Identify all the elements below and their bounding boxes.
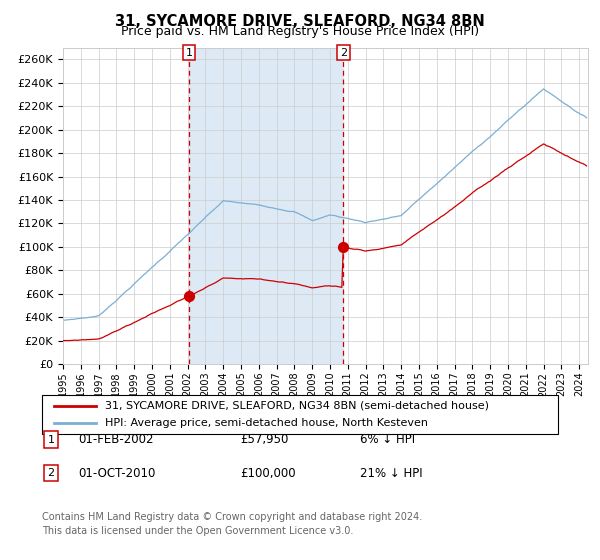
- Text: HPI: Average price, semi-detached house, North Kesteven: HPI: Average price, semi-detached house,…: [105, 418, 428, 428]
- Text: £100,000: £100,000: [240, 466, 296, 480]
- Text: £57,950: £57,950: [240, 433, 289, 446]
- Text: Contains HM Land Registry data © Crown copyright and database right 2024.: Contains HM Land Registry data © Crown c…: [42, 512, 422, 522]
- Text: 1: 1: [185, 48, 193, 58]
- Text: 01-FEB-2002: 01-FEB-2002: [78, 433, 154, 446]
- Text: Price paid vs. HM Land Registry's House Price Index (HPI): Price paid vs. HM Land Registry's House …: [121, 25, 479, 38]
- Bar: [189, 48, 343, 364]
- Text: 31, SYCAMORE DRIVE, SLEAFORD, NG34 8BN: 31, SYCAMORE DRIVE, SLEAFORD, NG34 8BN: [115, 14, 485, 29]
- Text: 1: 1: [47, 435, 55, 445]
- Point: [338, 242, 348, 251]
- Text: 6% ↓ HPI: 6% ↓ HPI: [360, 433, 415, 446]
- Text: 2: 2: [47, 468, 55, 478]
- Text: 01-OCT-2010: 01-OCT-2010: [78, 466, 155, 480]
- Text: 21% ↓ HPI: 21% ↓ HPI: [360, 466, 422, 480]
- Text: 2: 2: [340, 48, 347, 58]
- Point: [184, 292, 194, 301]
- Text: This data is licensed under the Open Government Licence v3.0.: This data is licensed under the Open Gov…: [42, 526, 353, 536]
- Text: 31, SYCAMORE DRIVE, SLEAFORD, NG34 8BN (semi-detached house): 31, SYCAMORE DRIVE, SLEAFORD, NG34 8BN (…: [105, 401, 489, 411]
